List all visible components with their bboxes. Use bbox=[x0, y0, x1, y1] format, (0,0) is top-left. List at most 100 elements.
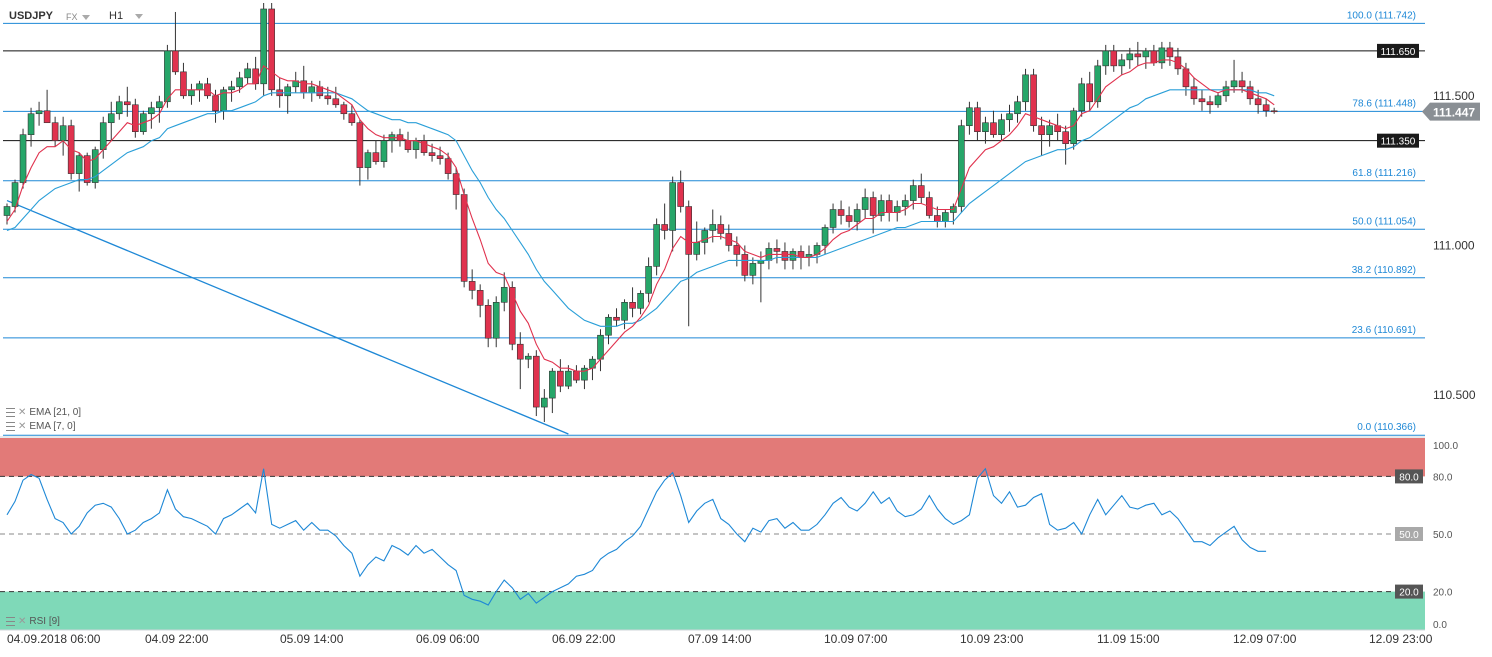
candle bbox=[701, 227, 709, 255]
candle-body-up bbox=[1022, 74, 1029, 103]
candle-body-up bbox=[156, 101, 163, 109]
candle bbox=[990, 110, 997, 138]
candle-body-up bbox=[549, 370, 556, 399]
candle-body-down bbox=[340, 104, 348, 115]
candle bbox=[268, 2, 275, 96]
candle bbox=[91, 146, 99, 189]
candle bbox=[837, 200, 845, 225]
level-badge bbox=[1377, 133, 1419, 148]
candle-body-up bbox=[645, 266, 652, 294]
candle bbox=[1270, 107, 1278, 114]
candle bbox=[188, 83, 195, 105]
candle-body-up bbox=[1014, 101, 1021, 115]
candle bbox=[115, 95, 123, 120]
horizontal-levels: 111.650 111.350 bbox=[3, 43, 1425, 148]
rsi-level-badge-label: 20.0 bbox=[1399, 588, 1419, 599]
candle-body-up bbox=[115, 101, 123, 115]
menu-icon[interactable] bbox=[6, 617, 15, 626]
candle bbox=[380, 134, 388, 168]
rsi-axis-label: 20.0 bbox=[1433, 588, 1453, 599]
candle bbox=[805, 245, 813, 267]
candle-body-up bbox=[27, 113, 35, 135]
candle-body-down bbox=[460, 194, 468, 282]
candle bbox=[196, 80, 203, 102]
candle bbox=[637, 290, 644, 315]
market-text: FX bbox=[66, 12, 78, 22]
chevron-down-icon bbox=[81, 15, 90, 21]
market-label[interactable]: FX bbox=[66, 12, 90, 22]
rsi-level-badge-label: 80.0 bbox=[1399, 472, 1419, 483]
ema21-line bbox=[6, 89, 1275, 327]
candle bbox=[132, 98, 139, 138]
candle-body-down bbox=[934, 215, 941, 222]
rsi-level-badge bbox=[1395, 584, 1423, 599]
candle bbox=[765, 242, 773, 270]
level-badge bbox=[1377, 43, 1419, 58]
ema21-legend[interactable]: ✕ EMA [21, 0] bbox=[6, 407, 81, 418]
candle bbox=[653, 218, 660, 276]
candle-body-up bbox=[709, 224, 717, 231]
fibonacci-levels: 100.0 (111.742) 78.6 (111.448) 61.8 (111.2… bbox=[3, 10, 1425, 436]
candle bbox=[869, 191, 877, 234]
candle-body-down bbox=[51, 122, 59, 141]
candle-body-down bbox=[1134, 53, 1142, 58]
fib-label: 61.8 (111.216) bbox=[1352, 168, 1416, 179]
candle-body-up bbox=[966, 107, 973, 127]
trendline bbox=[6, 199, 569, 435]
candle bbox=[661, 203, 668, 240]
candle-body-down bbox=[773, 248, 781, 252]
menu-icon[interactable] bbox=[6, 408, 15, 417]
candle-body-down bbox=[132, 104, 139, 132]
candle bbox=[1262, 98, 1270, 117]
candle-body-down bbox=[717, 224, 725, 234]
candle-body-up bbox=[942, 212, 949, 222]
symbol-label[interactable]: USDJPY bbox=[9, 10, 54, 22]
time-tick-label: 11.09 15:00 bbox=[1097, 632, 1160, 646]
candle bbox=[340, 101, 348, 120]
candle-body-down bbox=[180, 71, 187, 97]
candle-body-down bbox=[1030, 74, 1037, 127]
menu-icon[interactable] bbox=[6, 422, 15, 431]
candle-body-down bbox=[476, 290, 484, 306]
candle bbox=[1094, 59, 1102, 108]
candle-body-up bbox=[1126, 53, 1134, 61]
candle bbox=[316, 80, 324, 99]
candle-body-up bbox=[621, 302, 628, 321]
price-tick-label: 110.500 bbox=[1433, 388, 1476, 402]
close-icon[interactable]: ✕ bbox=[18, 421, 27, 432]
ema7-legend[interactable]: ✕ EMA [7, 0] bbox=[6, 421, 76, 432]
rsi-legend[interactable]: ✕ RSI [9] bbox=[6, 616, 60, 627]
candle-body-down bbox=[613, 316, 620, 321]
candle bbox=[204, 77, 211, 99]
candle bbox=[284, 83, 292, 114]
time-tick-label: 04.09 22:00 bbox=[145, 632, 209, 646]
candle-body-down bbox=[990, 122, 997, 135]
candle bbox=[220, 86, 227, 120]
candle bbox=[693, 221, 701, 261]
candle-body-up bbox=[380, 140, 388, 162]
candle bbox=[942, 209, 949, 228]
close-icon[interactable]: ✕ bbox=[18, 616, 27, 627]
candle bbox=[533, 350, 540, 417]
candle bbox=[629, 287, 636, 318]
candle bbox=[332, 86, 340, 108]
candle bbox=[516, 332, 524, 390]
last-price-badge bbox=[1422, 102, 1480, 121]
candle bbox=[645, 257, 652, 303]
fib-label: 23.6 (110.691) bbox=[1352, 325, 1416, 336]
candle bbox=[1086, 71, 1093, 111]
candle-body-up bbox=[653, 224, 660, 267]
candle bbox=[557, 359, 564, 393]
time-tick-label: 05.09 14:00 bbox=[280, 632, 344, 646]
candle bbox=[853, 203, 861, 231]
candle-body-down bbox=[781, 251, 789, 261]
candle bbox=[372, 140, 380, 165]
timeframe-selector[interactable]: H1 bbox=[109, 10, 144, 22]
candle-body-up bbox=[284, 86, 292, 97]
candle-body-up bbox=[19, 134, 27, 183]
time-tick-label: 10.09 23:00 bbox=[960, 632, 1024, 646]
candle-body-up bbox=[1230, 80, 1238, 88]
close-icon[interactable]: ✕ bbox=[18, 407, 27, 418]
candle-body-up bbox=[637, 293, 644, 309]
